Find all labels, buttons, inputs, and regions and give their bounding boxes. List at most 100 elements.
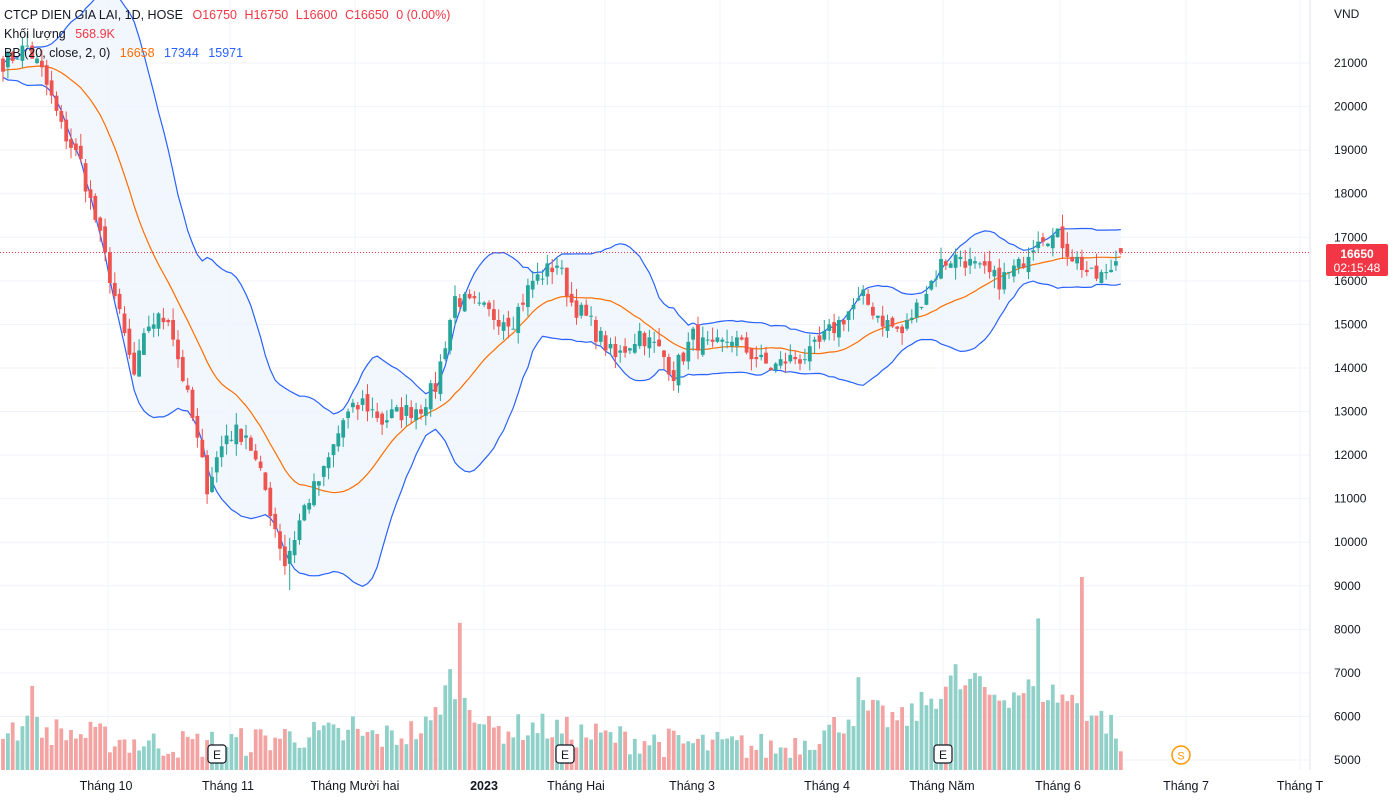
volume-bar	[919, 691, 924, 770]
candle-body	[827, 324, 832, 331]
volume-bar	[1094, 715, 1099, 770]
candle-body	[749, 348, 754, 360]
volume-bar	[389, 730, 394, 770]
volume-bar	[506, 731, 511, 770]
candle-body	[307, 503, 312, 510]
volume-bar	[69, 730, 73, 770]
candle-body	[453, 296, 457, 318]
volume-bars	[1, 577, 1123, 770]
volume-bar	[905, 725, 909, 770]
volume-bar	[652, 734, 657, 770]
candle-body	[268, 487, 273, 516]
candle-body	[83, 163, 88, 192]
candle-body	[841, 320, 846, 325]
volume-bar	[492, 727, 496, 770]
candle-body	[535, 274, 540, 281]
candle-body	[900, 326, 904, 334]
candle-body	[399, 407, 404, 421]
volume-bar	[287, 731, 292, 770]
candle-body	[98, 217, 103, 231]
candle-body	[1065, 243, 1070, 257]
price-tick-label: 17000	[1334, 230, 1368, 244]
volume-bar	[472, 722, 477, 770]
candle-body	[978, 263, 982, 265]
candle-body	[302, 505, 307, 521]
candle-body	[686, 341, 691, 362]
candle-body	[623, 346, 627, 353]
candle-body	[365, 394, 370, 412]
time-tick-label: 2023	[470, 779, 498, 793]
dividend-marker-label: S	[1177, 751, 1184, 763]
candle-body	[1099, 272, 1104, 283]
time-axis[interactable]: Tháng 10 Tháng 11 Tháng Mười hai 2023 Tháng …	[80, 779, 1324, 793]
volume-bar	[671, 730, 676, 770]
volume-bar	[521, 740, 525, 770]
price-tick-label: 16000	[1334, 274, 1368, 288]
time-tick-label: Tháng Mười hai	[311, 779, 400, 793]
volume-bar	[278, 738, 282, 770]
volume-bar	[457, 622, 462, 770]
candle-body	[530, 280, 535, 290]
volume-bar	[584, 737, 589, 770]
symbol-title[interactable]: CTCP DIEN GIA LAI, 1D, HOSE	[4, 8, 183, 22]
candle-body	[15, 58, 20, 60]
candle-body	[312, 481, 316, 506]
volume-label: Khối lượng	[4, 27, 66, 41]
candle-body	[258, 461, 263, 469]
candle-body	[526, 285, 530, 307]
volume-bar	[268, 750, 273, 770]
volume-bar	[929, 698, 934, 770]
volume-bar	[773, 753, 778, 770]
volume-bar	[132, 739, 137, 770]
price-axis[interactable]: 5000 6000 7000 8000 9000 10000 11000 12000 13000…	[1334, 56, 1368, 767]
candle-body	[574, 300, 579, 318]
candle-body	[793, 357, 798, 360]
volume-bar	[511, 737, 516, 770]
volume-bar	[1016, 695, 1021, 770]
volume-bar	[1118, 751, 1123, 770]
volume-bar	[355, 728, 360, 770]
candle-body	[287, 550, 292, 564]
volume-bar	[608, 732, 613, 770]
volume-bar	[793, 738, 798, 770]
volume-bar	[676, 735, 681, 770]
volume-bar	[948, 675, 953, 770]
earnings-marker-label: E	[939, 748, 947, 762]
volume-bar	[807, 750, 812, 770]
volume-bar	[632, 738, 637, 770]
volume-bar	[244, 755, 248, 770]
candle-body	[744, 337, 749, 353]
candle-body	[1118, 248, 1123, 253]
volume-bar	[122, 739, 127, 770]
time-tick-label: Tháng T	[1277, 779, 1324, 793]
candle-body	[370, 409, 375, 411]
volume-bar	[249, 752, 253, 770]
volume-bar	[112, 746, 117, 770]
volume-bar	[1, 738, 5, 770]
volume-bar	[705, 750, 710, 770]
candle-body	[331, 444, 336, 456]
open-value: O16750	[192, 8, 237, 22]
volume-bar	[1104, 733, 1109, 770]
candle-body	[467, 293, 472, 299]
volume-bar	[545, 738, 550, 770]
volume-bar	[351, 716, 355, 770]
volume-bar	[1060, 694, 1065, 770]
volume-bar	[453, 699, 457, 770]
candle-body	[666, 357, 671, 375]
volume-bar	[234, 737, 239, 770]
legend-bb-row[interactable]: BB (20, close, 2, 0) 16658 17344 15971	[4, 44, 454, 63]
earnings-marker	[555, 744, 575, 764]
price-tick-label: 11000	[1334, 492, 1367, 506]
candle-body	[579, 304, 584, 316]
time-tick-label: Tháng 3	[669, 779, 715, 793]
candle-body	[108, 252, 112, 283]
candle-body	[1075, 256, 1079, 264]
chart-legend: CTCP DIEN GIA LAI, 1D, HOSE O16750 H1675…	[4, 6, 454, 63]
legend-volume-row[interactable]: Khối lượng 568.9K	[4, 25, 454, 44]
candle-body	[1114, 261, 1118, 266]
volume-bar	[35, 717, 39, 770]
candle-body	[1109, 269, 1113, 273]
candle-body	[735, 337, 739, 347]
